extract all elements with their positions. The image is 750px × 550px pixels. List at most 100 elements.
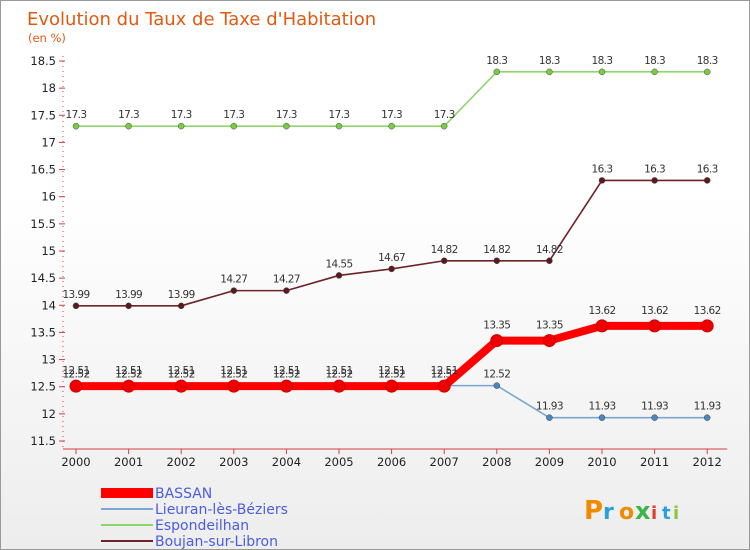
data-label: 13.99 bbox=[168, 289, 195, 301]
data-label: 12.52 bbox=[483, 369, 510, 381]
data-point bbox=[72, 122, 80, 130]
data-label: 12.51 bbox=[378, 365, 405, 377]
y-tick-label: 14.5 bbox=[30, 271, 56, 285]
y-tick-label: 18 bbox=[41, 81, 56, 95]
data-label: 17.3 bbox=[434, 109, 455, 121]
legend-swatch bbox=[101, 508, 153, 510]
data-point bbox=[493, 382, 501, 389]
y-tick-label: 18.5 bbox=[30, 54, 56, 68]
x-tick-label: 2005 bbox=[324, 455, 353, 469]
data-label: 12.52 bbox=[115, 369, 142, 381]
y-tick-label: 11.5 bbox=[30, 434, 56, 448]
data-point bbox=[335, 272, 343, 279]
data-point bbox=[546, 257, 553, 265]
data-label: 11.93 bbox=[588, 401, 615, 413]
x-tick-label: 2003 bbox=[219, 455, 248, 469]
data-label: 12.52 bbox=[168, 369, 195, 381]
legend-label: Boujan-sur-Libron bbox=[155, 534, 278, 549]
data-point bbox=[651, 68, 658, 76]
x-tick-label: 2001 bbox=[114, 455, 143, 469]
data-label: 14.82 bbox=[536, 244, 563, 256]
data-label: 13.99 bbox=[115, 289, 142, 301]
data-label: 12.51 bbox=[431, 365, 458, 377]
logo-letter: t bbox=[662, 503, 671, 524]
data-label: 16.3 bbox=[592, 163, 613, 175]
data-point bbox=[385, 379, 399, 393]
data-label: 17.3 bbox=[223, 109, 244, 121]
data-label: 12.51 bbox=[273, 365, 300, 377]
y-tick-label: 12.5 bbox=[30, 380, 56, 394]
data-label: 12.51 bbox=[220, 365, 247, 377]
data-point bbox=[125, 302, 132, 310]
y-tick-label: 17 bbox=[41, 135, 56, 149]
data-label: 13.62 bbox=[641, 305, 668, 317]
y-tick-label: 17.5 bbox=[30, 108, 56, 122]
data-label: 14.27 bbox=[220, 274, 247, 286]
data-point bbox=[437, 379, 451, 393]
data-label: 14.82 bbox=[483, 244, 510, 256]
y-tick-label: 15.5 bbox=[30, 217, 56, 231]
data-label: 14.27 bbox=[273, 274, 300, 286]
data-label: 12.51 bbox=[115, 365, 142, 377]
data-point bbox=[648, 319, 662, 333]
data-label: 17.3 bbox=[329, 109, 350, 121]
data-point bbox=[388, 265, 395, 273]
legend-swatch bbox=[101, 524, 153, 526]
data-label: 11.93 bbox=[694, 401, 721, 413]
data-label: 12.51 bbox=[62, 365, 89, 377]
x-tick-label: 2004 bbox=[272, 455, 301, 469]
logo-letter: i bbox=[651, 503, 657, 524]
x-tick-label: 2006 bbox=[377, 455, 406, 469]
data-label: 12.52 bbox=[62, 369, 89, 381]
legend-swatch bbox=[101, 540, 153, 542]
data-point bbox=[177, 122, 185, 130]
data-point bbox=[335, 122, 343, 130]
data-point bbox=[177, 302, 185, 310]
data-point bbox=[595, 319, 609, 333]
data-label: 13.35 bbox=[536, 320, 563, 332]
y-tick-label: 14 bbox=[41, 298, 56, 312]
data-point bbox=[174, 379, 188, 393]
data-label: 12.51 bbox=[325, 365, 352, 377]
data-point bbox=[542, 334, 556, 348]
data-label: 14.82 bbox=[431, 244, 458, 256]
data-point bbox=[440, 122, 448, 130]
data-label: 11.93 bbox=[641, 401, 668, 413]
series-line-boujan-sur-libron bbox=[76, 179, 708, 307]
data-label: 18.3 bbox=[697, 55, 718, 67]
logo-letter: i bbox=[673, 503, 679, 524]
data-point bbox=[703, 68, 711, 76]
data-label: 16.3 bbox=[644, 163, 665, 175]
x-tick-label: 2000 bbox=[61, 455, 90, 469]
y-tick-label: 15 bbox=[41, 244, 56, 258]
legend-label: BASSAN bbox=[155, 486, 212, 502]
data-label: 17.3 bbox=[118, 109, 139, 121]
y-tick-label: 16.5 bbox=[30, 163, 56, 177]
y-tick-label: 16 bbox=[41, 190, 56, 204]
data-label: 13.62 bbox=[694, 305, 721, 317]
data-point bbox=[122, 379, 136, 393]
data-label: 17.3 bbox=[276, 109, 297, 121]
data-point bbox=[598, 177, 606, 184]
data-label: 14.55 bbox=[325, 258, 352, 270]
data-label: 12.51 bbox=[168, 365, 195, 377]
data-label: 13.62 bbox=[588, 305, 615, 317]
data-label: 12.52 bbox=[325, 369, 352, 381]
x-tick-label: 2007 bbox=[430, 455, 459, 469]
legend-label: Lieuran-lès-Béziers bbox=[155, 502, 288, 518]
data-point bbox=[703, 177, 711, 184]
x-tick-label: 2011 bbox=[640, 455, 669, 469]
data-point bbox=[598, 68, 606, 76]
data-label: 13.99 bbox=[62, 289, 89, 301]
data-label: 11.93 bbox=[536, 401, 563, 413]
data-point bbox=[493, 68, 501, 76]
data-label: 18.3 bbox=[486, 55, 507, 67]
data-label: 16.3 bbox=[697, 163, 718, 175]
data-point bbox=[283, 287, 290, 294]
x-tick-label: 2012 bbox=[693, 455, 722, 469]
x-tick-label: 2010 bbox=[587, 455, 616, 469]
data-point bbox=[69, 379, 83, 393]
data-label: 13.35 bbox=[483, 320, 510, 332]
data-point bbox=[598, 414, 606, 421]
